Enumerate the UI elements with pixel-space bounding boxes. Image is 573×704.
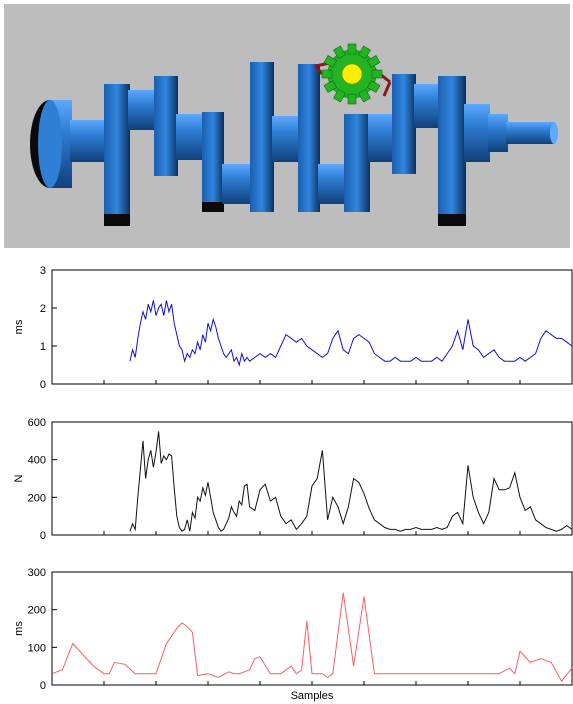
y-tick-label: 0 — [40, 530, 46, 542]
y-tick-label: 1 — [40, 341, 46, 353]
y-tick-label: 3 — [40, 265, 46, 277]
y-axis-label: N — [13, 474, 25, 482]
series-line-2 — [129, 431, 573, 532]
gear-tooth — [358, 88, 371, 103]
y-tick-label: 100 — [28, 642, 46, 654]
gear-tooth — [333, 45, 346, 60]
y-tick-label: 0 — [40, 680, 46, 692]
y-tick-label: 200 — [28, 605, 46, 617]
gear-tooth — [366, 80, 381, 93]
gear-tooth — [323, 55, 338, 68]
charts-area: 0 1 2 3 ms 0 200 400 600 N 0 100 200 300 ms Samples — [13, 265, 573, 702]
plot-frame-1 — [51, 269, 573, 385]
gear-tooth — [323, 80, 338, 93]
gear-tooth — [347, 43, 357, 55]
series-line-1 — [129, 300, 573, 367]
series-line-3 — [51, 592, 573, 683]
y-tick-label: 300 — [28, 567, 46, 579]
y-tick-label: 600 — [28, 417, 46, 429]
plot-frame-3 — [51, 571, 573, 686]
gear-icon — [321, 43, 383, 105]
gear-tooth — [347, 93, 357, 105]
gear-tooth — [371, 69, 383, 79]
y-tick-label: 200 — [28, 492, 46, 504]
x-axis-label: Samples — [291, 690, 334, 702]
y-axis-label: ms — [13, 319, 25, 334]
crankshaft-render — [30, 43, 558, 226]
y-tick-label: 2 — [40, 303, 46, 315]
crankshaft-render-panel — [4, 4, 570, 248]
gear-tooth — [358, 45, 371, 60]
gear-tooth — [366, 55, 381, 68]
gear-tooth — [321, 69, 333, 79]
crankshaft-model — [30, 62, 558, 226]
y-axis-label: ms — [13, 621, 25, 636]
gear-hub — [341, 63, 363, 85]
y-tick-label: 0 — [40, 379, 46, 391]
y-tick-label: 400 — [28, 455, 46, 467]
gear-tooth — [333, 88, 346, 103]
